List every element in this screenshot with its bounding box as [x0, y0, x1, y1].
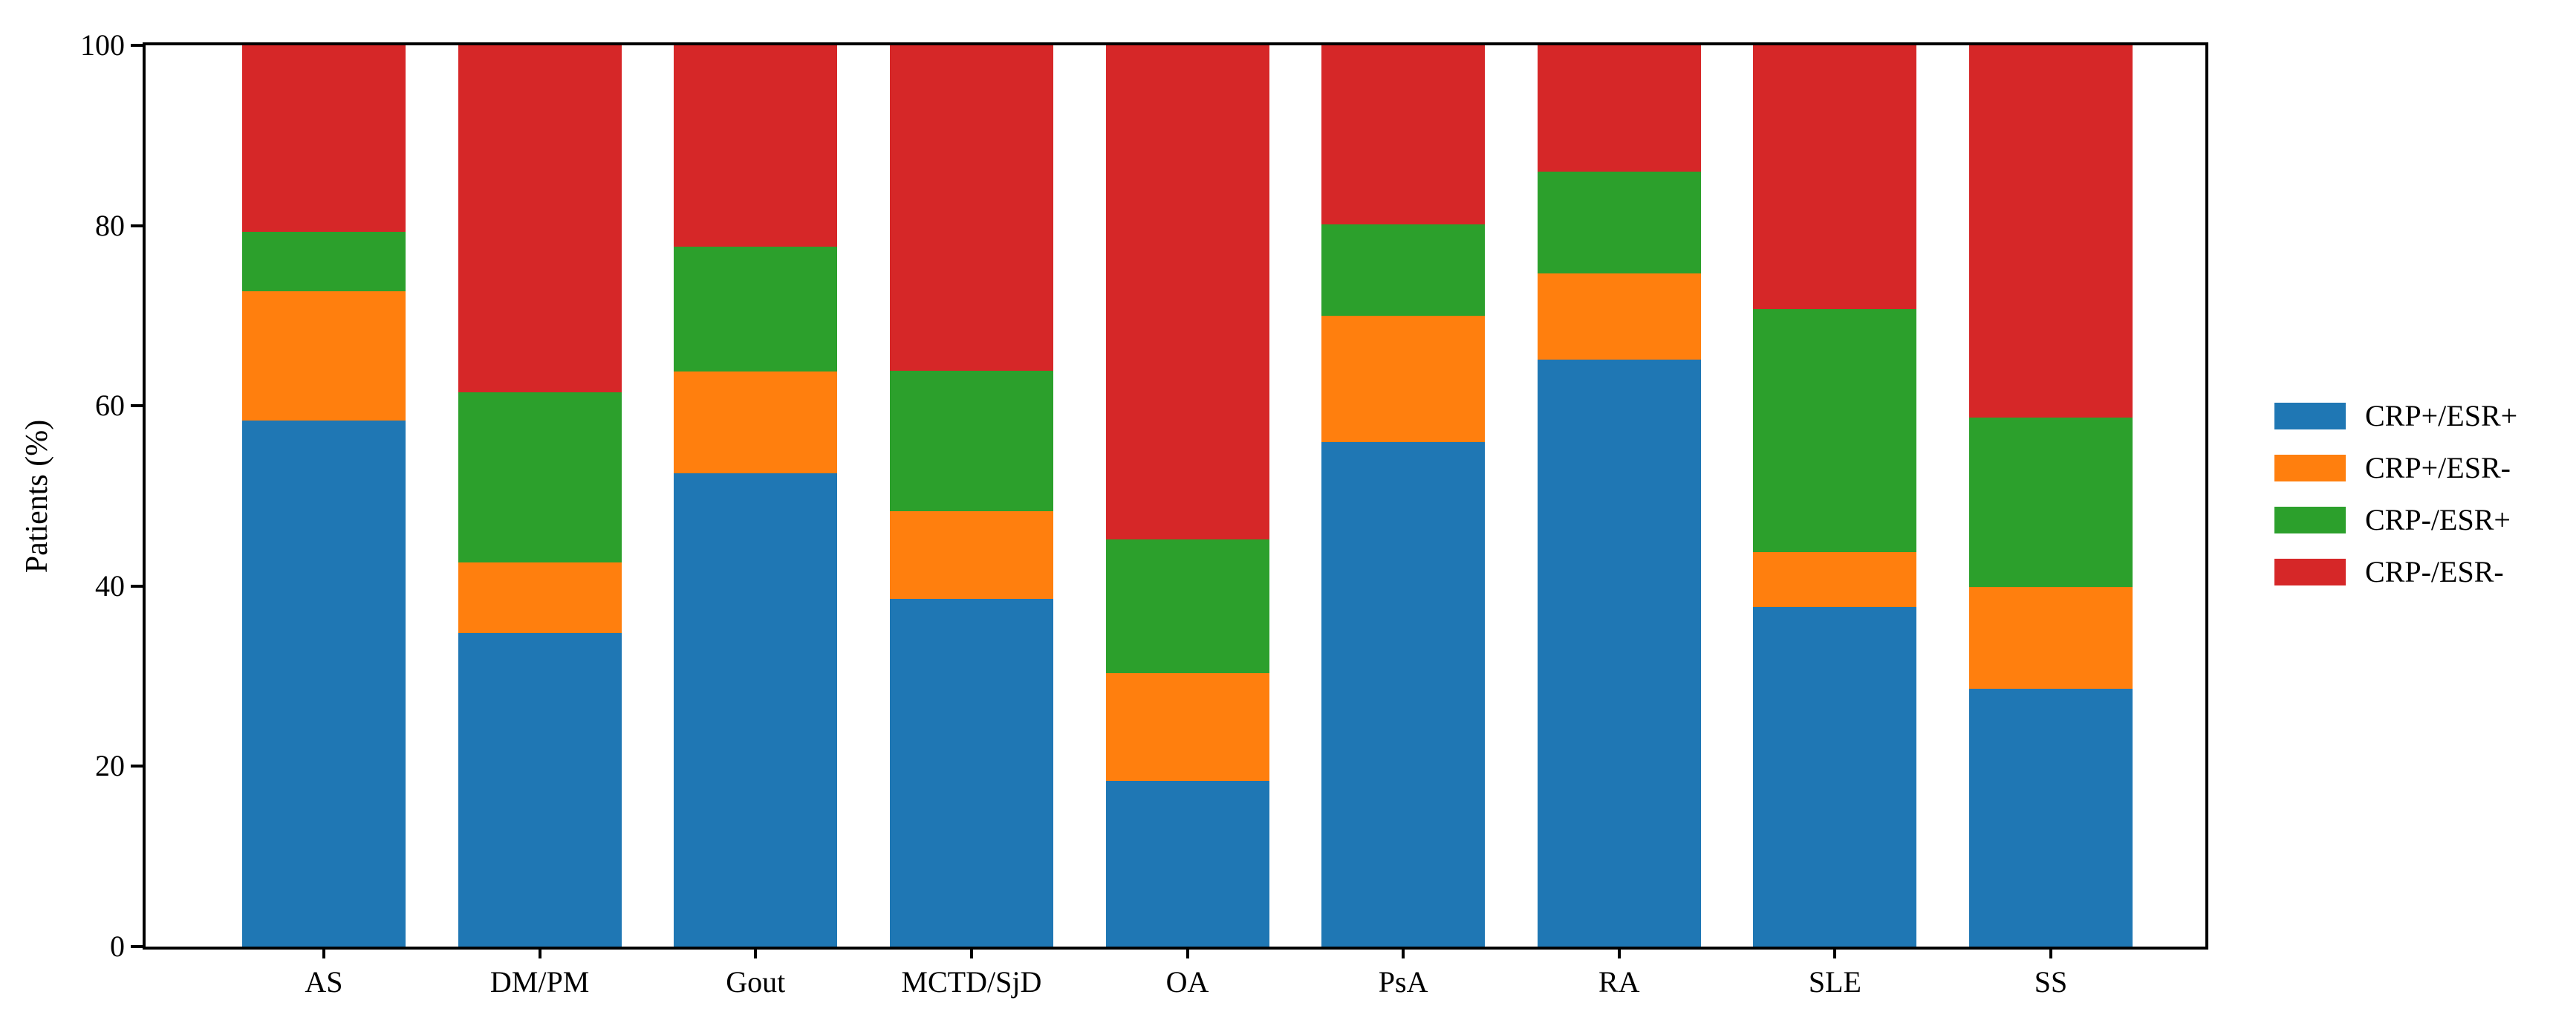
bar-segment: [458, 632, 622, 947]
plot-area: 0 20 40 60 80 100 AS DM/PM Gout MCTD/SjD OA PsA RA SL…: [80, 30, 2208, 999]
legend-swatch-icon: [2274, 403, 2346, 429]
legend-swatch-icon: [2274, 455, 2346, 481]
bar-segment: [674, 372, 838, 474]
x-tick-label: SS: [2034, 965, 2068, 999]
bar-segment: [1969, 417, 2133, 588]
bar-segment: [1105, 539, 1269, 674]
bar-segment: [889, 45, 1053, 371]
bar-segment: [1753, 551, 1917, 607]
bar-segment: [1105, 780, 1269, 947]
stacked-bar-AS: [242, 45, 406, 947]
x-tick-label: RA: [1598, 965, 1640, 999]
legend-label: CRP-/ESR+: [2365, 503, 2511, 536]
x-tick-label: Gout: [726, 965, 786, 999]
legend-swatch-icon: [2274, 559, 2346, 585]
legend-label: CRP+/ESR+: [2365, 399, 2518, 432]
bar-segment: [1969, 689, 2133, 947]
legend-label: CRP+/ESR-: [2365, 451, 2511, 484]
bar-segment: [242, 291, 406, 421]
y-tick-mark: [131, 584, 143, 588]
bar-segment: [1753, 606, 1917, 947]
bar-segment: [1321, 315, 1486, 442]
y-tick-label: 80: [95, 208, 125, 242]
bar-segment: [1321, 441, 1486, 947]
bar-segment: [1969, 587, 2133, 690]
y-tick-label: 40: [95, 568, 125, 603]
x-tick-label: SLE: [1808, 965, 1861, 999]
y-tick-mark: [131, 44, 143, 47]
y-tick-mark: [131, 765, 143, 768]
bar-segment: [242, 420, 406, 947]
bar-segment: [1105, 45, 1269, 539]
bar-segment: [458, 45, 622, 393]
stacked-bar-SLE: [1753, 45, 1917, 947]
x-tick-label: DM/PM: [489, 965, 590, 999]
bar-segment: [1753, 45, 1917, 310]
legend-item: CRP-/ESR-: [2274, 557, 2517, 587]
bar-segment: [1321, 45, 1486, 225]
x-tick-mark: [1402, 947, 1405, 958]
bar-segment: [458, 392, 622, 563]
stacked-bar-OA: [1105, 45, 1269, 947]
x-tick-mark: [1833, 947, 1837, 958]
legend-item: CRP+/ESR+: [2274, 401, 2517, 431]
legend-swatch-icon: [2274, 507, 2346, 533]
bar-segment: [1753, 309, 1917, 552]
bar-segment: [1105, 673, 1269, 781]
y-tick-label: 0: [110, 929, 125, 963]
x-tick-mark: [969, 947, 973, 958]
bar-segment: [674, 246, 838, 372]
bar-segment: [1321, 224, 1486, 316]
legend-item: CRP+/ESR-: [2274, 453, 2517, 483]
stacked-bar-PsA: [1321, 45, 1486, 947]
bar-segment: [889, 370, 1053, 512]
bar-segment: [1537, 273, 1701, 360]
legend-item: CRP-/ESR+: [2274, 505, 2517, 535]
x-tick-mark: [1185, 947, 1189, 958]
x-tick-label: OA: [1165, 965, 1209, 999]
x-tick-mark: [754, 947, 758, 958]
y-tick-label: 60: [95, 389, 125, 423]
y-tick-mark: [131, 945, 143, 948]
y-tick-mark: [131, 224, 143, 227]
bar-segment: [674, 45, 838, 247]
bar-segment: [1537, 360, 1701, 947]
y-tick-mark: [131, 404, 143, 408]
y-tick-label: 100: [80, 28, 125, 62]
bar-segment: [1537, 45, 1701, 172]
bar-segment: [889, 511, 1053, 599]
y-tick-label: 20: [95, 749, 125, 783]
stacked-bar-MCTD/SjD: [889, 45, 1053, 947]
bar-segment: [1969, 45, 2133, 418]
stacked-bar-RA: [1537, 45, 1701, 947]
stacked-bar-DM/PM: [458, 45, 622, 947]
legend-label: CRP-/ESR-: [2365, 555, 2504, 588]
legend: CRP+/ESR+ CRP+/ESR- CRP-/ESR+ CRP-/ESR-: [2274, 401, 2517, 587]
x-tick-label: PsA: [1378, 965, 1428, 999]
x-tick-mark: [538, 947, 541, 958]
stacked-bar-Gout: [674, 45, 838, 947]
bar-segment: [889, 598, 1053, 947]
y-axis-title: Patients (%): [20, 419, 54, 574]
x-tick-mark: [322, 947, 325, 958]
bar-segment: [242, 45, 406, 233]
x-tick-label: AS: [305, 965, 343, 999]
bar-segment: [674, 473, 838, 947]
x-tick-mark: [2049, 947, 2052, 958]
bar-segment: [1537, 171, 1701, 273]
bar-segment: [242, 232, 406, 292]
bar-segment: [458, 562, 622, 633]
stacked-bar-SS: [1969, 45, 2133, 947]
x-tick-mark: [1617, 947, 1621, 958]
x-tick-label: MCTD/SjD: [901, 965, 1042, 999]
